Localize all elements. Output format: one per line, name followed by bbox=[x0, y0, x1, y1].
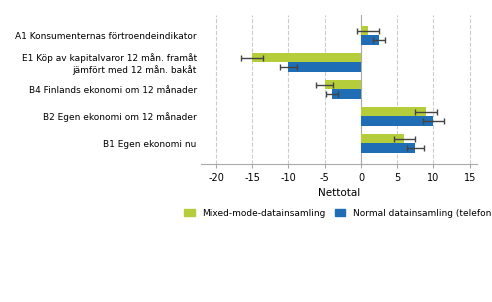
Bar bbox=[361, 26, 368, 35]
Bar bbox=[361, 116, 433, 126]
X-axis label: Nettotal: Nettotal bbox=[318, 188, 360, 198]
Bar bbox=[288, 62, 361, 72]
Bar bbox=[361, 107, 426, 116]
Bar bbox=[361, 35, 379, 45]
Legend: Mixed-mode-datainsamling, Normal datainsamling (telefon): Mixed-mode-datainsamling, Normal datains… bbox=[181, 205, 492, 222]
Bar bbox=[361, 134, 404, 143]
Bar bbox=[332, 89, 361, 99]
Bar bbox=[325, 80, 361, 89]
Bar bbox=[361, 143, 415, 153]
Bar bbox=[252, 53, 361, 62]
